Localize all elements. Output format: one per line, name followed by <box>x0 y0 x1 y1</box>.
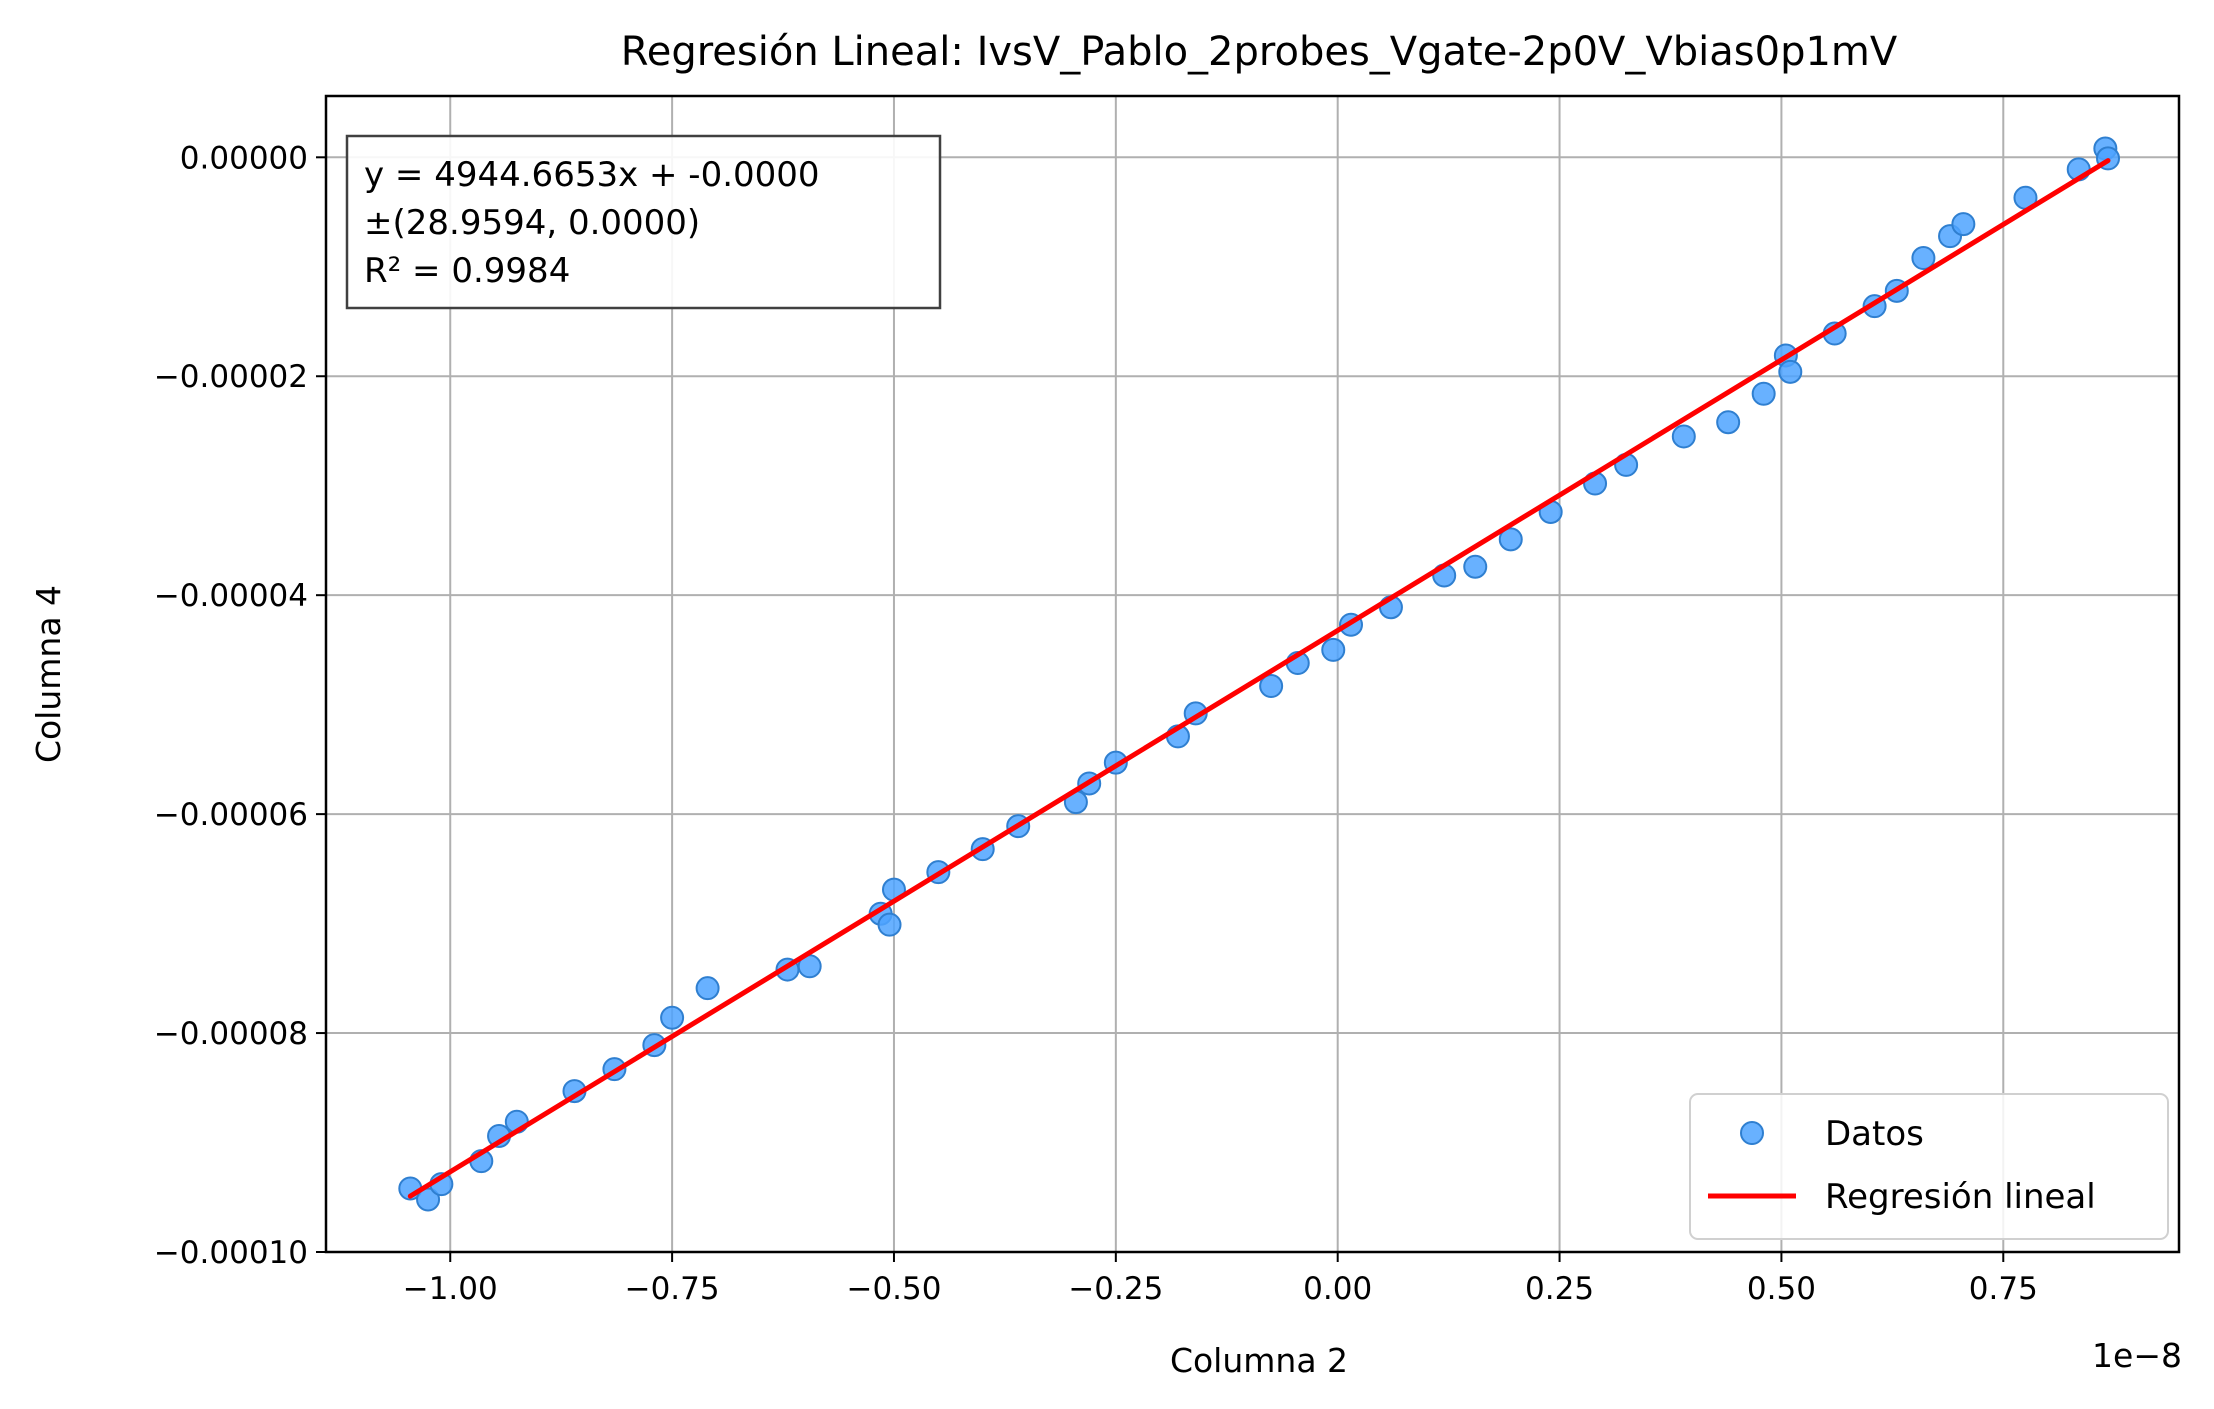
y-tick-label: −0.00006 <box>154 797 308 833</box>
regression-line-layer <box>407 158 2111 1199</box>
fit-uncertainty: ±(28.9594, 0.0000) <box>364 203 700 243</box>
legend-label-regresion: Regresión lineal <box>1825 1177 2096 1217</box>
x-tick-label: 0.25 <box>1525 1271 1594 1307</box>
data-point <box>1951 212 1976 237</box>
legend-label-datos: Datos <box>1825 1114 1924 1154</box>
x-tick-label: −0.25 <box>1068 1271 1163 1307</box>
data-point <box>1911 246 1936 271</box>
x-tick-label: −0.50 <box>846 1271 941 1307</box>
y-tick-label: −0.00008 <box>154 1016 308 1052</box>
x-tick-label: 0.00 <box>1303 1271 1372 1307</box>
fit-equation: y = 4944.6653x + -0.0000 <box>364 155 820 195</box>
y-tick-label: −0.00010 <box>154 1235 308 1271</box>
fit-annotation-box: y = 4944.6653x + -0.0000 ±(28.9594, 0.00… <box>345 134 942 310</box>
data-point <box>1498 527 1523 552</box>
x-tick-label: 0.50 <box>1747 1271 1816 1307</box>
y-axis-ticks: 0.00000 −0.00002 −0.00004 −0.00006 −0.00008 −… <box>154 140 326 1271</box>
data-point <box>1716 410 1741 435</box>
data-point <box>1671 424 1696 449</box>
data-point <box>1778 359 1803 384</box>
data-point <box>660 1005 685 1030</box>
x-axis-title: Columna 2 <box>1170 1341 1348 1380</box>
y-tick-label: 0.00000 <box>180 140 308 176</box>
y-axis-title: Columna 4 <box>29 585 68 763</box>
legend: Datos Regresión lineal <box>1689 1093 2169 1240</box>
y-tick-label: −0.00002 <box>154 359 308 395</box>
data-point <box>1321 637 1346 662</box>
data-point <box>877 912 902 937</box>
data-point <box>1751 381 1776 406</box>
chart-title: Regresión Lineal: IvsV_Pablo_2probes_Vga… <box>621 29 1898 75</box>
x-tick-label: 0.75 <box>1969 1271 2038 1307</box>
y-tick-label: −0.00004 <box>154 578 308 614</box>
data-point <box>695 976 720 1001</box>
data-point <box>416 1187 441 1212</box>
x-tick-label: −1.00 <box>403 1271 498 1307</box>
data-point <box>1259 674 1284 699</box>
fit-r-squared: R² = 0.9984 <box>364 251 570 291</box>
x-axis-offset-label: 1e−8 <box>2092 1336 2182 1375</box>
data-point <box>1463 554 1488 579</box>
plot-area-frame <box>324 94 2181 1254</box>
x-tick-label: −0.75 <box>625 1271 720 1307</box>
legend-marker-datos <box>1740 1121 1764 1145</box>
x-axis-ticks: −1.00 −0.75 −0.50 −0.25 0.00 0.25 0.50 0.75 <box>403 1252 2038 1307</box>
regression-line <box>407 158 2111 1199</box>
